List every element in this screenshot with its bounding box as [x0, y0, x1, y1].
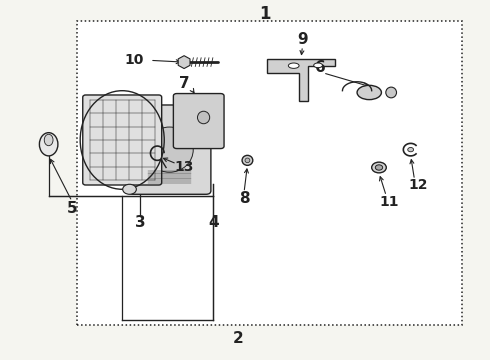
Text: 4: 4: [208, 215, 219, 230]
Ellipse shape: [314, 63, 322, 68]
Ellipse shape: [242, 156, 253, 165]
Ellipse shape: [197, 111, 210, 124]
Text: 11: 11: [379, 195, 398, 209]
Ellipse shape: [375, 165, 383, 170]
FancyBboxPatch shape: [83, 95, 162, 185]
FancyBboxPatch shape: [128, 105, 211, 194]
Text: 5: 5: [67, 201, 77, 216]
Ellipse shape: [372, 162, 386, 173]
Text: 2: 2: [232, 332, 243, 346]
Ellipse shape: [245, 158, 250, 163]
Text: 8: 8: [239, 191, 249, 206]
Text: 3: 3: [135, 215, 146, 230]
Ellipse shape: [44, 134, 53, 146]
Text: 10: 10: [124, 53, 144, 67]
Text: 1: 1: [259, 5, 270, 23]
Polygon shape: [267, 59, 335, 102]
Bar: [77, 21, 462, 325]
Text: 6: 6: [315, 60, 326, 75]
Ellipse shape: [39, 133, 58, 156]
Text: 9: 9: [297, 32, 308, 47]
Text: 12: 12: [409, 178, 428, 192]
Ellipse shape: [357, 85, 381, 100]
Text: 7: 7: [179, 76, 190, 91]
Ellipse shape: [408, 148, 414, 152]
Ellipse shape: [386, 87, 396, 98]
Ellipse shape: [146, 127, 193, 172]
Polygon shape: [178, 56, 190, 68]
Ellipse shape: [288, 63, 299, 68]
Ellipse shape: [122, 184, 136, 194]
Text: 13: 13: [174, 161, 194, 175]
FancyBboxPatch shape: [173, 94, 224, 149]
